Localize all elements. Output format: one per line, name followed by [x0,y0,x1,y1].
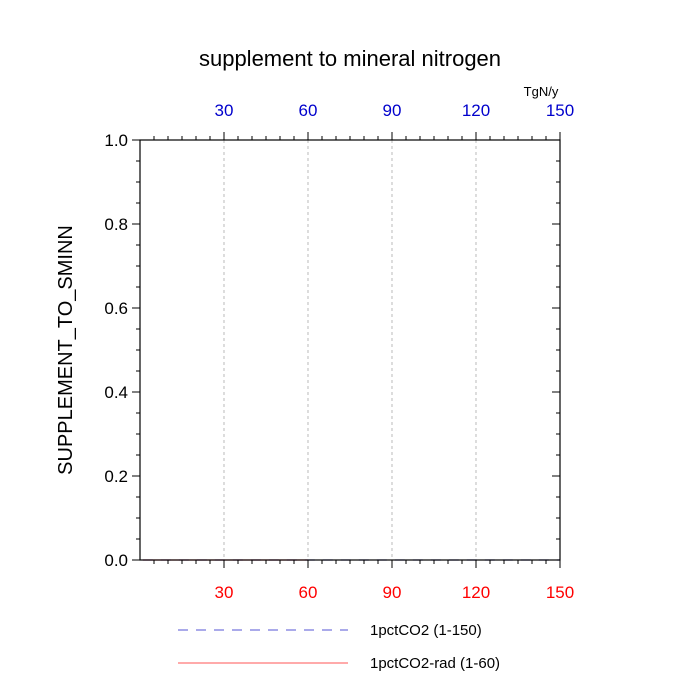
bottom-x-tick-label-90: 90 [383,583,402,602]
y-tick-label-0.6: 0.6 [104,299,128,318]
tick-labels: 0.0 0.2 0.4 0.6 0.8 1.0 30 60 90 120 150 30 60 90 120 1… [104,101,574,602]
chart-title: supplement to mineral nitrogen [199,46,501,71]
plot-frame [139,139,561,561]
top-x-tick-label-60: 60 [299,101,318,120]
top-x-tick-label-150: 150 [546,101,574,120]
y-tick-label-0.2: 0.2 [104,467,128,486]
legend-label-2: 1pctCO2-rad (1-60) [370,655,500,672]
top-x-tick-label-90: 90 [383,101,402,120]
ticks [132,132,561,568]
units-label: TgN/y [524,84,559,99]
y-tick-label-0.0: 0.0 [104,551,128,570]
bottom-x-tick-label-30: 30 [215,583,234,602]
top-x-tick-label-30: 30 [215,101,234,120]
y-tick-label-0.4: 0.4 [104,383,128,402]
legend: 1pctCO2 (1-150) 1pctCO2-rad (1-60) [178,622,500,672]
y-axis-label: SUPPLEMENT_TO_SMINN [55,225,77,475]
y-tick-label-0.8: 0.8 [104,215,128,234]
top-x-tick-label-120: 120 [462,101,490,120]
bottom-x-tick-label-150: 150 [546,583,574,602]
legend-label-1: 1pctCO2 (1-150) [370,622,482,639]
grid [223,140,477,560]
bottom-x-tick-label-60: 60 [299,583,318,602]
y-tick-label-1.0: 1.0 [104,131,128,150]
bottom-x-tick-label-120: 120 [462,583,490,602]
